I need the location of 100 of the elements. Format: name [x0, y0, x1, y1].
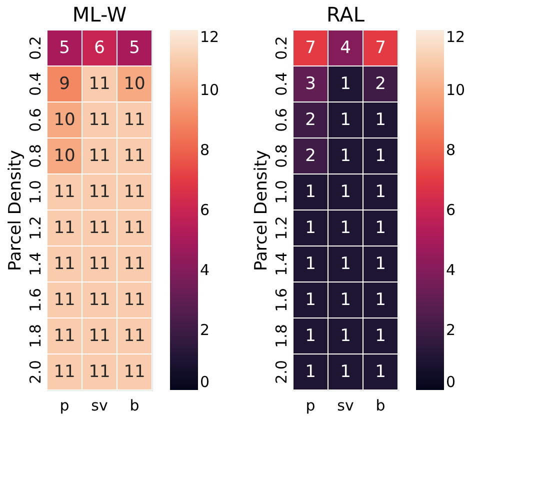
data-label: 1: [340, 74, 351, 94]
data-label: 11: [54, 326, 76, 346]
y-tick-label: 0.8: [26, 144, 44, 168]
data-label: 1: [340, 362, 351, 382]
y-tick-label: 1.0: [26, 180, 44, 204]
data-label: 11: [88, 146, 110, 166]
data-label: 1: [305, 326, 316, 346]
chart-title: ML-W: [72, 2, 127, 26]
data-label: 11: [124, 290, 146, 310]
y-tick-label: 1.8: [272, 324, 290, 348]
y-tick-label: 1.4: [272, 252, 290, 276]
data-label: 1: [305, 182, 316, 202]
x-tick-label: sv: [337, 396, 354, 414]
color-bar-label: 6: [200, 201, 210, 219]
color-bar-label: 12: [200, 28, 220, 46]
color-bar-label: 0: [446, 373, 456, 391]
y-tick-label: 1.6: [272, 288, 290, 312]
color-bar-label: 4: [446, 261, 456, 279]
data-label: 11: [124, 182, 146, 202]
y-axis-title: Parcel Density: [252, 150, 272, 272]
y-tick-label: 1.8: [26, 324, 44, 348]
y-tick-label: 0.8: [272, 144, 290, 168]
x-tick-label: p: [60, 396, 70, 414]
data-label: 1: [375, 254, 386, 274]
y-tick-label: 1.6: [26, 288, 44, 312]
x-tick-label: b: [130, 396, 140, 414]
color-bar-label: 2: [446, 321, 456, 339]
data-label: 11: [88, 254, 110, 274]
data-label: 10: [124, 74, 146, 94]
data-label: 11: [54, 254, 76, 274]
chart-title: RAL: [326, 2, 366, 26]
data-label: 7: [305, 38, 316, 58]
data-label: 10: [54, 110, 76, 130]
color-bar-label: 2: [200, 321, 210, 339]
data-label: 11: [88, 182, 110, 202]
data-label: 11: [88, 362, 110, 382]
data-label: 11: [88, 290, 110, 310]
data-label: 1: [305, 290, 316, 310]
data-label: 11: [124, 146, 146, 166]
data-label: 1: [375, 110, 386, 130]
data-label: 1: [375, 290, 386, 310]
x-tick-label: p: [306, 396, 316, 414]
data-label: 9: [59, 74, 70, 94]
data-label: 11: [54, 290, 76, 310]
y-tick-label: 0.6: [272, 108, 290, 132]
data-label: 1: [340, 146, 351, 166]
data-label: 5: [129, 38, 140, 58]
data-label: 11: [124, 218, 146, 238]
color-bar-label: 8: [200, 141, 210, 159]
data-label: 1: [305, 254, 316, 274]
data-label: 11: [124, 110, 146, 130]
y-tick-label: 2.0: [272, 360, 290, 384]
y-axis-title: Parcel Density: [6, 150, 26, 272]
data-label: 5: [59, 38, 70, 58]
y-tick-label: 1.4: [26, 252, 44, 276]
data-label: 11: [54, 218, 76, 238]
data-label: 4: [340, 38, 351, 58]
y-tick-label: 0.4: [26, 72, 44, 96]
data-label: 1: [340, 326, 351, 346]
data-label: 11: [124, 326, 146, 346]
color-bar-label: 4: [200, 261, 210, 279]
x-tick-label: sv: [91, 396, 108, 414]
data-label: 7: [375, 38, 386, 58]
data-label: 1: [305, 218, 316, 238]
data-label: 10: [54, 146, 76, 166]
data-label: 11: [124, 254, 146, 274]
data-label: 11: [124, 362, 146, 382]
data-label: 1: [375, 182, 386, 202]
data-label: 1: [305, 362, 316, 382]
color-bar-label: 0: [200, 373, 210, 391]
color-bar-label: 12: [446, 28, 466, 46]
y-tick-label: 0.2: [26, 36, 44, 60]
color-bar-label: 6: [446, 201, 456, 219]
x-tick-label: b: [376, 396, 386, 414]
y-tick-label: 2.0: [26, 360, 44, 384]
color-bar-label: 8: [446, 141, 456, 159]
data-label: 11: [54, 362, 76, 382]
data-label: 11: [54, 182, 76, 202]
y-tick-label: 0.6: [26, 108, 44, 132]
data-label: 1: [340, 290, 351, 310]
data-label: 1: [375, 146, 386, 166]
data-label: 1: [375, 326, 386, 346]
y-tick-label: 0.2: [272, 36, 290, 60]
data-label: 11: [88, 110, 110, 130]
y-tick-label: 0.4: [272, 72, 290, 96]
data-label: 11: [88, 74, 110, 94]
data-label: 1: [375, 362, 386, 382]
color-bar-label: 10: [200, 81, 220, 99]
y-tick-label: 1.2: [272, 216, 290, 240]
data-label: 1: [340, 254, 351, 274]
data-label: 1: [340, 182, 351, 202]
data-label: 3: [305, 74, 316, 94]
y-tick-label: 1.2: [26, 216, 44, 240]
y-tick-label: 1.0: [272, 180, 290, 204]
data-label: 1: [375, 218, 386, 238]
data-label: 11: [88, 326, 110, 346]
data-label: 6: [94, 38, 105, 58]
data-label: 2: [305, 110, 316, 130]
color-bar-label: 10: [446, 81, 466, 99]
data-label: 1: [340, 218, 351, 238]
